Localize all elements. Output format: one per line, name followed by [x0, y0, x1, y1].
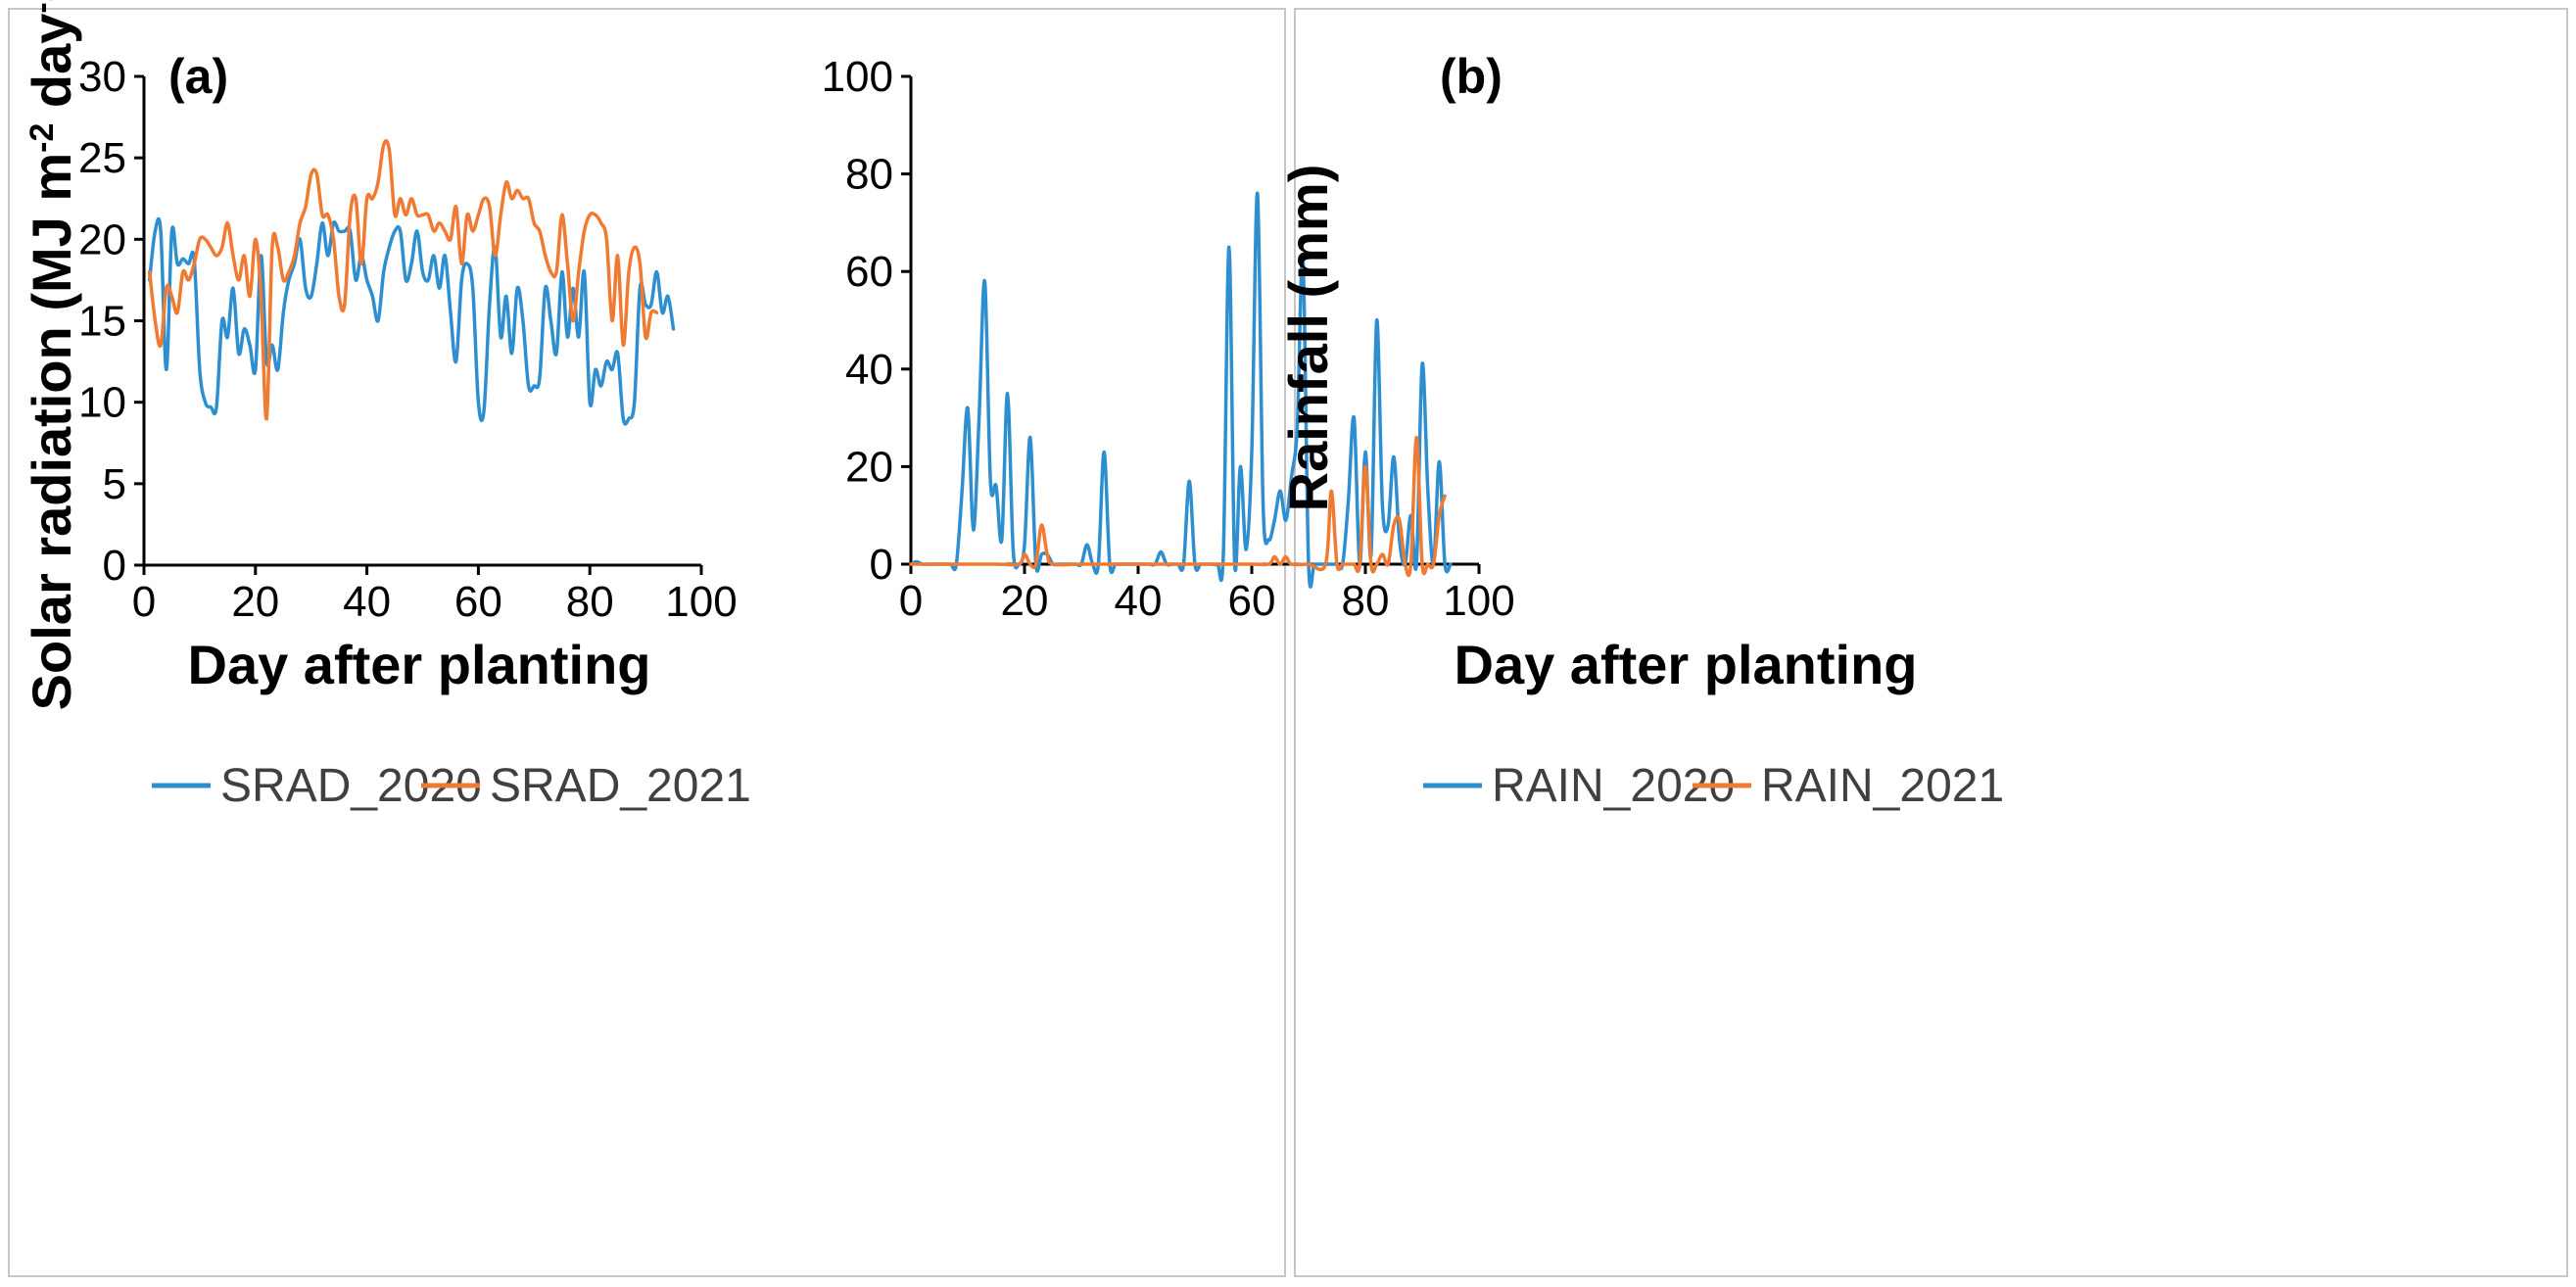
- y-tick-label: 5: [103, 460, 126, 508]
- y-tick-label: 40: [845, 346, 893, 394]
- x-tick-label: 0: [899, 577, 923, 625]
- y-tick-label: 25: [78, 134, 126, 182]
- x-tick-label: 60: [1228, 577, 1276, 625]
- y-tick-label: 20: [845, 443, 893, 491]
- chart-panel-a: 0 5 10 15 20 25 30 0 20 40 60 80 100 (a) Solar radia…: [8, 0, 1286, 1277]
- x-tick-label: 100: [665, 578, 737, 626]
- x-tick-label: 20: [1001, 577, 1049, 625]
- series-line-srad-2020: [147, 216, 676, 426]
- x-tick-label: 40: [1115, 577, 1163, 625]
- y-tick-label: 80: [845, 151, 893, 199]
- x-tick-label: 60: [454, 578, 502, 626]
- x-tick-label: 100: [1443, 577, 1514, 625]
- series-line-rain-2021: [909, 435, 1447, 578]
- x-tick-label: 80: [1342, 577, 1390, 625]
- rainfall-chart: 0 20 40 60 80 100 0 20 40 60 80 100 (b) Rainfall (m…: [822, 49, 2005, 812]
- chart-panel-b: 0 20 40 60 80 100 0 20 40 60 80 100 (b) Rainfall (m…: [822, 8, 2568, 1277]
- y-tick-label: 0: [870, 541, 893, 589]
- series-line-srad-2021: [147, 139, 659, 421]
- x-tick-label: 80: [566, 578, 614, 626]
- y-tick-label: 30: [78, 53, 126, 101]
- y-tick-label: 60: [845, 248, 893, 296]
- x-tick-label: 20: [231, 578, 279, 626]
- panel-label-a: (a): [168, 49, 228, 104]
- y-tick-label: 0: [103, 542, 126, 590]
- legend-label-srad-2021: SRAD_2021: [490, 760, 751, 812]
- y-tick-label: 20: [78, 215, 126, 263]
- panel-label-b: (b): [1440, 49, 1503, 104]
- y-tick-label: 15: [78, 298, 126, 346]
- solar-radiation-chart: 0 5 10 15 20 25 30 0 20 40 60 80 100 (a) Solar radia…: [21, 0, 751, 812]
- y-tick-label: 100: [822, 53, 893, 101]
- x-tick-label: 0: [132, 578, 156, 626]
- x-axis-title-b: Day after planting: [1455, 634, 1918, 695]
- legend-label-rain-2021: RAIN_2021: [1761, 760, 2004, 812]
- y-tick-label: 10: [78, 379, 126, 427]
- x-axis-title-a: Day after planting: [188, 634, 651, 695]
- y-axis-title-a: Solar radiation (MJ m-2 day-1): [21, 0, 82, 710]
- x-tick-label: 40: [343, 578, 391, 626]
- y-axis-title-b: Rainfall (mm): [1277, 165, 1339, 512]
